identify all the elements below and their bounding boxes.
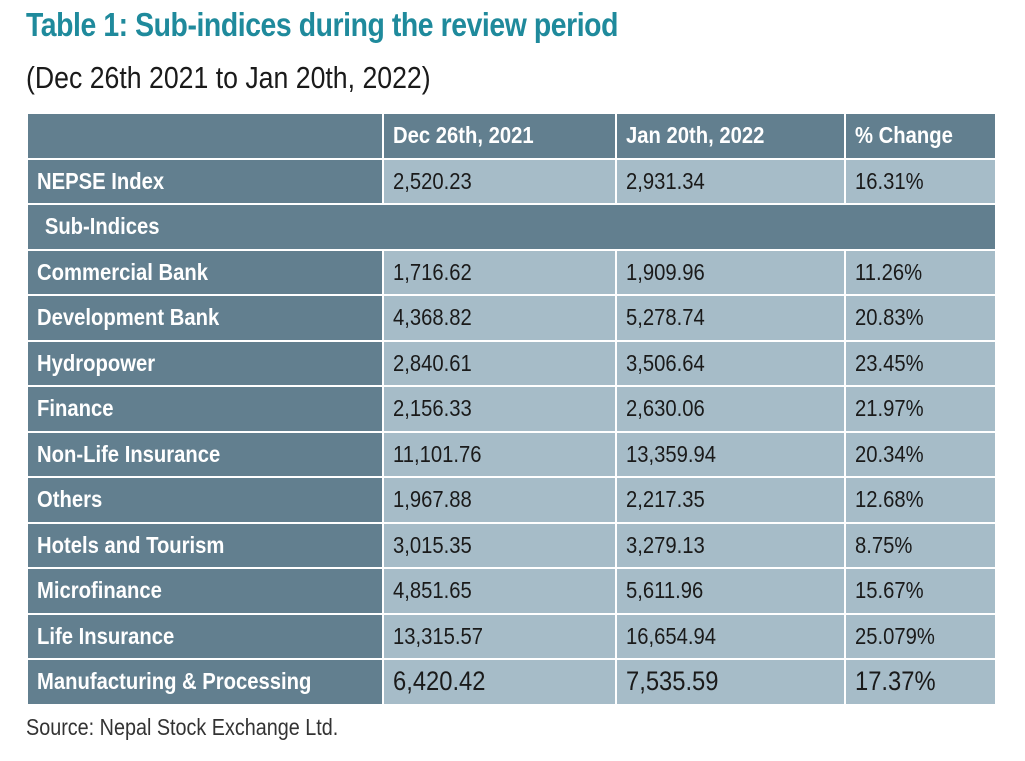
change-value: 11.26% <box>844 248 997 296</box>
section-row: Sub-Indices <box>26 203 997 251</box>
table-row: Finance 2,156.33 2,630.06 21.97% <box>26 385 997 433</box>
header-cell-change: % Change <box>844 112 997 160</box>
header-row: Dec 26th, 2021 Jan 20th, 2022 % Change <box>26 112 997 160</box>
row-label: Development Bank <box>26 294 384 342</box>
change-value: 16.31% <box>844 157 997 205</box>
table-row: Commercial Bank 1,716.62 1,909.96 11.26% <box>26 248 997 296</box>
row-label: Others <box>26 476 384 524</box>
jan-value: 16,654.94 <box>615 612 846 660</box>
change-value: 25.079% <box>844 612 997 660</box>
row-label: Microfinance <box>26 567 384 615</box>
jan-value: 3,506.64 <box>615 339 846 387</box>
change-value: 17.37% <box>844 658 997 706</box>
dec-value: 2,520.23 <box>382 157 617 205</box>
section-label: Sub-Indices <box>26 203 997 251</box>
dec-value: 1,716.62 <box>382 248 617 296</box>
row-label: NEPSE Index <box>26 157 384 205</box>
jan-value: 2,931.34 <box>615 157 846 205</box>
change-value: 20.83% <box>844 294 997 342</box>
change-value: 21.97% <box>844 385 997 433</box>
jan-value: 2,217.35 <box>615 476 846 524</box>
change-value: 20.34% <box>844 430 997 478</box>
dec-value: 1,967.88 <box>382 476 617 524</box>
table-subtitle: (Dec 26th 2021 to Jan 20th, 2022) <box>26 60 431 95</box>
dec-value: 11,101.76 <box>382 430 617 478</box>
change-value: 23.45% <box>844 339 997 387</box>
nepse-index-row: NEPSE Index 2,520.23 2,931.34 16.31% <box>26 157 997 205</box>
row-label: Hotels and Tourism <box>26 521 384 569</box>
jan-value: 13,359.94 <box>615 430 846 478</box>
dec-value: 4,368.82 <box>382 294 617 342</box>
jan-value: 2,630.06 <box>615 385 846 433</box>
change-value: 15.67% <box>844 567 997 615</box>
dec-value: 4,851.65 <box>382 567 617 615</box>
header-cell-dec: Dec 26th, 2021 <box>382 112 617 160</box>
row-label: Manufacturing & Processing <box>26 658 384 706</box>
dec-value: 2,840.61 <box>382 339 617 387</box>
jan-value: 5,611.96 <box>615 567 846 615</box>
row-label: Finance <box>26 385 384 433</box>
change-value: 8.75% <box>844 521 997 569</box>
dec-value: 2,156.33 <box>382 385 617 433</box>
table-row: Microfinance 4,851.65 5,611.96 15.67% <box>26 567 997 615</box>
table-row: Hydropower 2,840.61 3,506.64 23.45% <box>26 339 997 387</box>
row-label: Life Insurance <box>26 612 384 660</box>
dec-value: 13,315.57 <box>382 612 617 660</box>
row-label: Commercial Bank <box>26 248 384 296</box>
header-cell-label <box>26 112 384 160</box>
jan-value: 5,278.74 <box>615 294 846 342</box>
jan-value: 3,279.13 <box>615 521 846 569</box>
jan-value: 1,909.96 <box>615 248 846 296</box>
table-row: Non-Life Insurance 11,101.76 13,359.94 2… <box>26 430 997 478</box>
table-row: Hotels and Tourism 3,015.35 3,279.13 8.7… <box>26 521 997 569</box>
dec-value: 6,420.42 <box>382 658 617 706</box>
row-label: Non-Life Insurance <box>26 430 384 478</box>
table-row: Manufacturing & Processing 6,420.42 7,53… <box>26 658 997 706</box>
table-row: Others 1,967.88 2,217.35 12.68% <box>26 476 997 524</box>
table-row: Life Insurance 13,315.57 16,654.94 25.07… <box>26 612 997 660</box>
table-title: Table 1: Sub-indices during the review p… <box>26 6 618 43</box>
dec-value: 3,015.35 <box>382 521 617 569</box>
change-value: 12.68% <box>844 476 997 524</box>
row-label: Hydropower <box>26 339 384 387</box>
table-row: Development Bank 4,368.82 5,278.74 20.83… <box>26 294 997 342</box>
jan-value: 7,535.59 <box>615 658 846 706</box>
sub-indices-table: Dec 26th, 2021 Jan 20th, 2022 % Change N… <box>26 112 997 706</box>
header-cell-jan: Jan 20th, 2022 <box>615 112 846 160</box>
source-note: Source: Nepal Stock Exchange Ltd. <box>26 714 339 740</box>
